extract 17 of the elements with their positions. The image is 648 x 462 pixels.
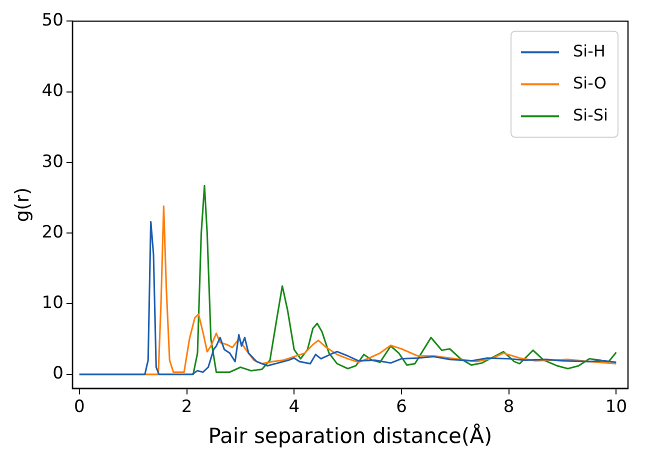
y-tick-label: 40 xyxy=(42,81,64,102)
y-tick-label: 10 xyxy=(42,293,64,314)
x-tick-label: 8 xyxy=(503,397,514,418)
legend-label: Si-Si xyxy=(573,105,608,124)
y-tick-label: 20 xyxy=(42,222,64,242)
x-tick-label: 10 xyxy=(605,397,628,418)
x-tick-label: 4 xyxy=(288,397,300,418)
legend-label: Si-H xyxy=(573,41,606,60)
x-tick-label: 0 xyxy=(74,397,85,418)
x-tick-label: 6 xyxy=(396,397,407,418)
legend-label: Si-O xyxy=(573,73,606,92)
y-tick-label: 50 xyxy=(42,10,64,31)
y-tick-label: 30 xyxy=(42,152,64,172)
y-tick-label: 0 xyxy=(52,364,64,384)
x-tick-label: 2 xyxy=(181,397,192,418)
x-axis-title: Pair separation distance(Å) xyxy=(208,422,492,448)
y-axis-title: g(r) xyxy=(11,187,34,222)
